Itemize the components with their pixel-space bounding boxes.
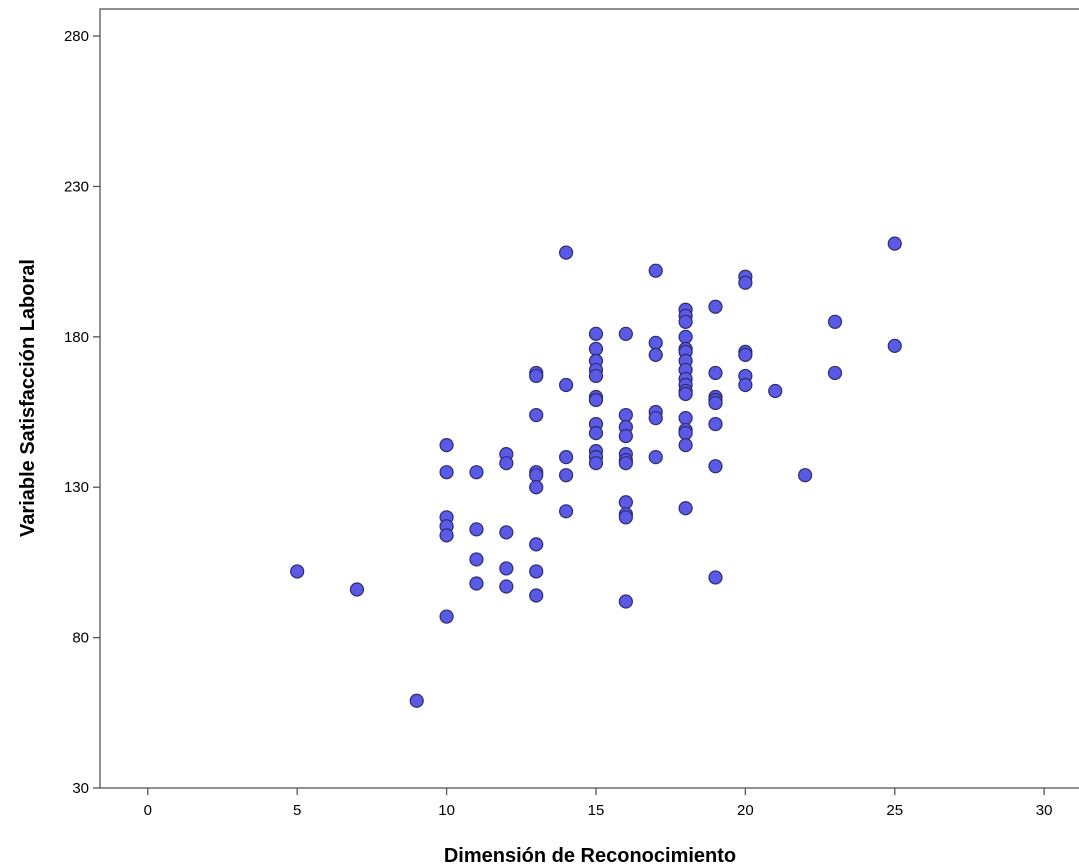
scatter-point (648, 335, 663, 350)
scatter-point (678, 425, 693, 441)
scatter-point (708, 299, 723, 314)
x-axis: 0 5 10 15 20 25 30 (144, 788, 1053, 819)
y-axis-title: Variable Satisfacción Laboral (17, 259, 39, 537)
scatter-point (588, 456, 604, 471)
x-tick-label: 0 (144, 802, 152, 819)
scatter-point (529, 368, 544, 384)
scatter-point (349, 582, 365, 597)
scatter-point (529, 407, 544, 423)
scatter-point (708, 395, 723, 411)
scatter-point (469, 552, 484, 567)
scatter-point (439, 609, 454, 624)
scatter-point (499, 456, 514, 471)
scatter-point (439, 465, 454, 480)
scatter-point (469, 522, 484, 537)
scatter-point (588, 341, 604, 356)
x-axis-title: Dimensión de Reconocimiento (444, 845, 736, 867)
scatter-point (469, 465, 484, 480)
scatter-point (887, 338, 902, 353)
scatter-point (290, 564, 305, 579)
scatter-point (588, 326, 604, 341)
scatter-point (738, 275, 753, 290)
scatter-point (499, 525, 514, 540)
scatter-point (648, 347, 663, 362)
y-tick-label: 230 (64, 178, 89, 195)
x-tick-label: 5 (293, 802, 301, 819)
scatter-point (529, 468, 544, 483)
y-tick-label: 280 (64, 28, 89, 45)
scatter-point (887, 236, 902, 251)
scatter-point (558, 450, 574, 465)
scatter-point (708, 570, 723, 585)
scatter-point (678, 329, 693, 344)
y-tick-label: 30 (72, 780, 89, 797)
x-tick-label: 20 (737, 802, 754, 819)
x-tick-label: 30 (1036, 802, 1053, 819)
scatter-point (827, 365, 843, 381)
scatter-point (558, 245, 574, 260)
scatter-point (768, 383, 783, 399)
scatter-point (678, 314, 693, 329)
scatter-point (618, 495, 633, 510)
y-axis: 30 80 130 180 230 280 (64, 28, 100, 797)
scatter-point (648, 263, 663, 278)
scatter-point (529, 480, 544, 495)
scatter-point (708, 459, 723, 474)
scatter-point (618, 456, 633, 471)
scatter-point (618, 428, 633, 444)
y-tick-label: 130 (64, 479, 89, 496)
y-tick-label: 180 (64, 329, 89, 346)
scatter-point (618, 510, 633, 525)
scatter-point (738, 377, 753, 393)
scatter-point (678, 386, 693, 402)
scatter-point (678, 410, 693, 426)
scatter-point (529, 588, 544, 603)
scatter-point (708, 416, 723, 432)
scatter-point (738, 347, 753, 362)
x-tick-label: 25 (886, 802, 903, 819)
scatter-point (648, 410, 663, 426)
scatter-point (588, 425, 604, 441)
scatter-point (469, 576, 484, 591)
scatter-point (588, 368, 604, 384)
scatter-point (678, 501, 693, 516)
scatter-point (618, 594, 633, 609)
scatter-point (499, 579, 514, 594)
scatter-point (678, 438, 693, 453)
scatter-point (439, 528, 454, 543)
x-tick-label: 15 (588, 802, 605, 819)
scatter-point (499, 561, 514, 576)
scatter-point (558, 468, 574, 483)
scatter-point (618, 407, 633, 423)
x-tick-label: 10 (438, 802, 455, 819)
scatter-point (558, 504, 574, 519)
scatter-point (827, 314, 843, 329)
scatter-point (529, 564, 544, 579)
scatter-point (529, 537, 544, 552)
scatter-point (618, 326, 633, 341)
data-points (290, 236, 902, 708)
scatter-point (798, 468, 813, 483)
scatter-point (648, 450, 663, 465)
y-tick-label: 80 (72, 630, 89, 647)
scatter-point (558, 377, 574, 393)
scatter-point (708, 365, 723, 381)
scatter-point (439, 438, 454, 453)
scatter-point (588, 392, 604, 408)
scatter-point (409, 693, 424, 708)
